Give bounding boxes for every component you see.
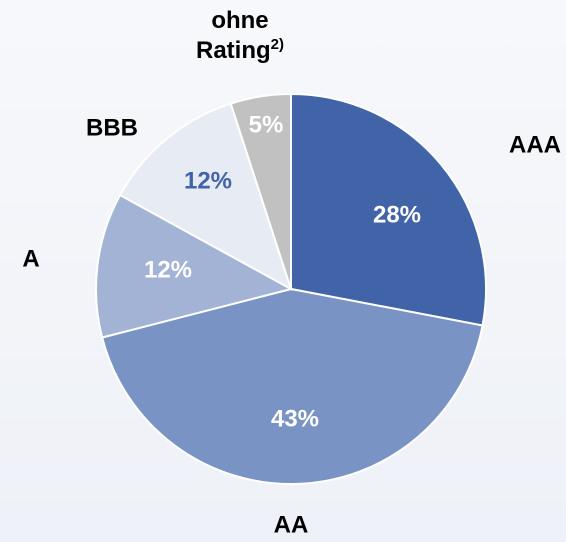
pie-slice bbox=[100, 287, 484, 485]
category-label: BBB bbox=[86, 114, 138, 141]
pie-slice bbox=[229, 92, 292, 290]
value-label: 12% bbox=[184, 167, 232, 194]
category-label: AAA bbox=[509, 131, 561, 158]
category-label: AA bbox=[274, 511, 309, 538]
pie-slice bbox=[95, 193, 294, 339]
category-label: A bbox=[22, 245, 39, 272]
category-label: ohne Rating2) bbox=[196, 7, 284, 64]
value-label: 5% bbox=[249, 111, 284, 138]
category-label-line: Rating bbox=[196, 37, 271, 64]
category-label-line: ohne bbox=[211, 7, 268, 34]
value-label: 43% bbox=[271, 405, 319, 432]
pie-slice bbox=[290, 92, 487, 327]
pie-slice bbox=[118, 102, 293, 292]
value-label: 12% bbox=[144, 256, 192, 283]
value-label: 28% bbox=[373, 201, 421, 228]
footnote-mark: 2) bbox=[271, 36, 284, 53]
